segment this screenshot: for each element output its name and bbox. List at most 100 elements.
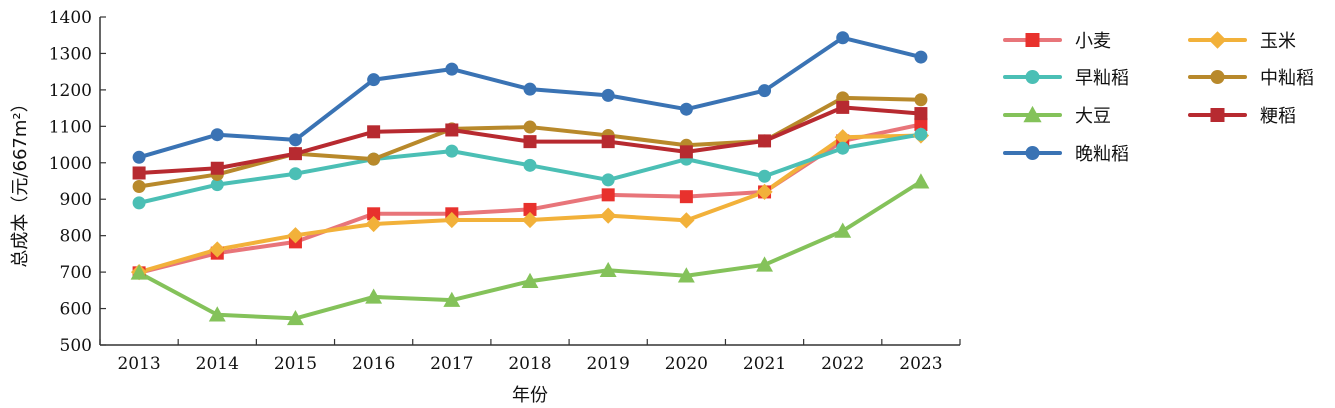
legend-item: 玉米 <box>1188 31 1296 52</box>
legend-marker <box>1023 105 1042 123</box>
x-tick-label: 2016 <box>352 354 395 374</box>
data-point <box>210 128 224 142</box>
y-tick-label: 1200 <box>49 81 92 101</box>
y-axis-title: 总成本（元/667m²） <box>10 94 31 267</box>
legend-item: 晚籼稻 <box>1003 144 1129 165</box>
legend-item: 小麦 <box>1003 31 1111 52</box>
data-point <box>834 129 851 146</box>
data-point <box>132 150 146 164</box>
x-tick-label: 2020 <box>665 354 708 374</box>
data-point <box>521 272 539 288</box>
data-point <box>365 215 382 233</box>
legend-marker <box>1210 108 1225 122</box>
legend-marker <box>1025 146 1040 160</box>
data-point <box>679 190 693 204</box>
data-point <box>445 62 459 76</box>
legend-label: 中籼稻 <box>1260 68 1314 89</box>
x-tick-label: 2015 <box>274 354 317 374</box>
data-point <box>836 31 850 45</box>
data-point <box>756 183 773 201</box>
data-point <box>367 207 381 221</box>
data-point <box>600 207 617 224</box>
x-tick-label: 2013 <box>117 354 160 374</box>
data-point <box>679 145 693 159</box>
x-axis-title: 年份 <box>512 385 548 406</box>
data-point <box>132 196 146 210</box>
data-point <box>132 179 146 193</box>
legend-marker <box>1025 70 1040 84</box>
data-point <box>521 211 539 229</box>
data-point <box>756 256 773 272</box>
y-tick-label: 1100 <box>49 117 92 137</box>
data-point <box>288 133 302 147</box>
data-point <box>443 291 461 307</box>
data-point <box>523 202 537 216</box>
data-point <box>758 134 772 148</box>
data-point <box>601 135 615 149</box>
legend-label: 晚籼稻 <box>1075 144 1129 165</box>
legend-label: 玉米 <box>1260 31 1296 52</box>
data-point <box>914 127 928 141</box>
data-point <box>601 173 615 187</box>
legend-label: 大豆 <box>1075 106 1111 127</box>
data-point <box>445 123 459 137</box>
legend-item: 中籼稻 <box>1188 68 1314 89</box>
legend-item: 早籼稻 <box>1003 68 1129 89</box>
data-point <box>914 107 928 121</box>
data-point <box>367 125 381 139</box>
legend-item: 粳稻 <box>1188 106 1296 127</box>
data-point <box>523 82 537 96</box>
y-tick-label: 800 <box>60 227 92 247</box>
data-point <box>599 261 617 278</box>
legend-label: 小麦 <box>1075 31 1111 52</box>
legend-marker <box>1208 31 1227 49</box>
y-tick-label: 900 <box>60 190 92 210</box>
y-tick-label: 700 <box>60 263 92 283</box>
legend-label: 早籼稻 <box>1075 68 1129 89</box>
x-tick-label: 2019 <box>587 354 630 374</box>
x-tick-label: 2022 <box>821 354 864 374</box>
data-point <box>758 169 772 183</box>
data-point <box>912 173 930 189</box>
data-point <box>914 93 928 107</box>
data-point <box>367 73 381 87</box>
data-point <box>758 84 772 98</box>
data-point <box>834 222 852 238</box>
x-tick-label: 2017 <box>430 354 473 374</box>
data-point <box>445 144 459 158</box>
data-point <box>367 152 381 166</box>
data-point <box>523 135 537 149</box>
x-tick-label: 2014 <box>196 354 239 374</box>
data-point <box>679 102 693 116</box>
legend-label: 粳稻 <box>1260 106 1296 127</box>
data-point <box>601 188 615 202</box>
data-point <box>288 167 302 181</box>
data-point <box>677 267 695 283</box>
y-tick-label: 1300 <box>49 44 92 64</box>
data-point <box>208 306 226 322</box>
data-point <box>523 120 537 134</box>
x-tick-label: 2018 <box>508 354 551 374</box>
data-point <box>678 212 695 229</box>
data-point <box>443 211 460 229</box>
data-point <box>836 100 850 114</box>
y-tick-label: 1400 <box>49 8 92 28</box>
data-point <box>836 141 850 155</box>
data-point <box>914 50 928 64</box>
y-tick-label: 1000 <box>49 154 92 174</box>
data-point <box>130 264 148 280</box>
data-point <box>287 227 304 244</box>
series-line-5 <box>137 179 923 321</box>
data-point <box>210 161 224 175</box>
data-point <box>287 309 304 326</box>
legend-marker <box>1210 70 1225 84</box>
data-point <box>601 88 615 102</box>
data-point <box>523 158 537 172</box>
y-tick-label: 600 <box>60 300 92 320</box>
data-point <box>209 241 226 258</box>
series-markers <box>130 31 930 326</box>
data-point <box>288 147 302 161</box>
x-tick-label: 2021 <box>743 354 786 374</box>
data-point <box>210 178 224 192</box>
